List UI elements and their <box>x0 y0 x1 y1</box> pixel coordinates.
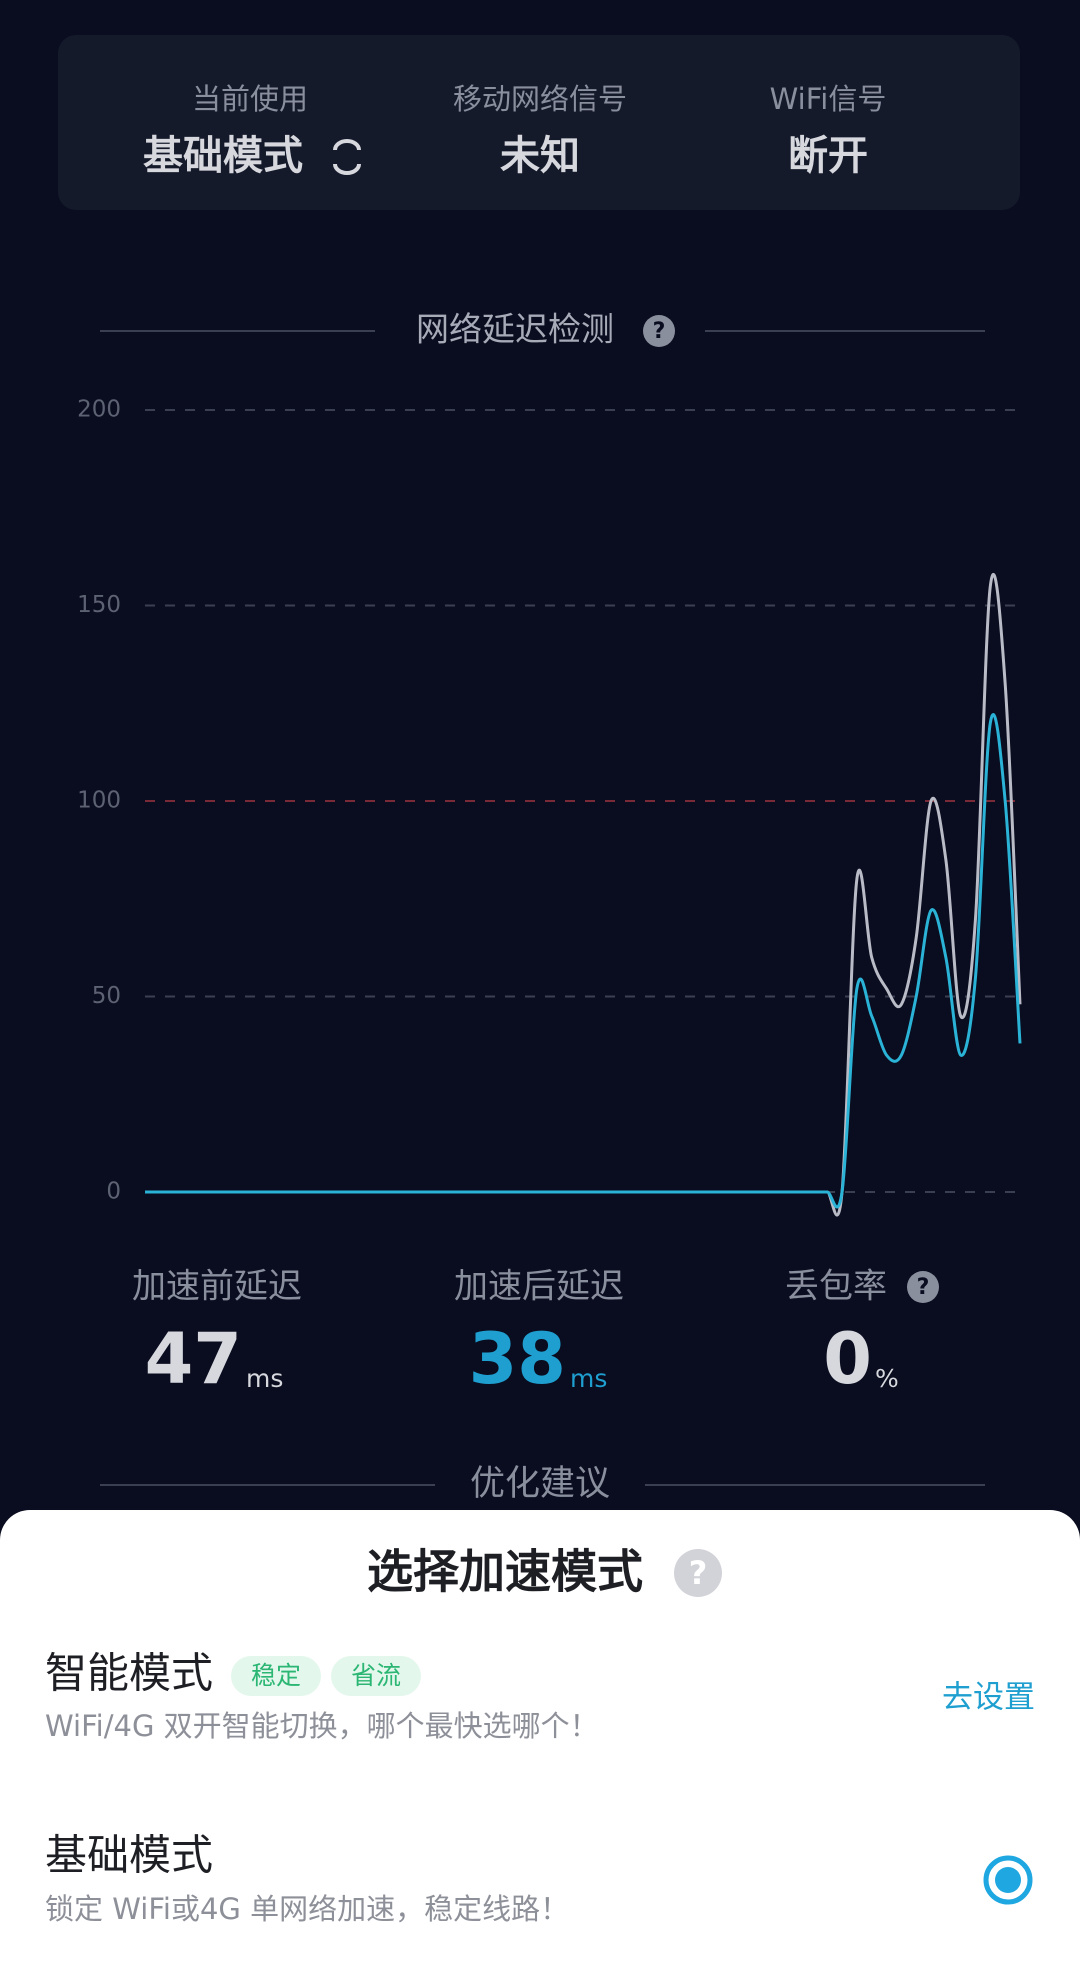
status-value[interactable]: 基础模式 <box>143 133 303 179</box>
help-icon[interactable]: ? <box>643 315 675 347</box>
latency-chart: 0 50 100 150 200 <box>77 397 1022 1217</box>
stat-label: 加速前延迟 <box>132 1267 302 1307</box>
status-card <box>58 35 1020 210</box>
help-icon[interactable]: ? <box>907 1271 939 1303</box>
mode-desc: WiFi/4G 双开智能切换，哪个最快选哪个！ <box>45 1709 599 1743</box>
tag <box>231 1656 321 1696</box>
section-title: 网络延迟检测 <box>416 310 614 349</box>
stat-unit: ms <box>570 1364 607 1393</box>
latency-line <box>144 713 1022 1209</box>
stat-value: 47 <box>145 1318 242 1400</box>
help-icon[interactable]: ? <box>674 1549 722 1597</box>
status-label: 当前使用 <box>192 82 308 116</box>
svg-text:?: ? <box>653 319 666 344</box>
settings-link[interactable]: 去设置 <box>942 1680 1035 1716</box>
bottom-sheet <box>0 1510 1080 1979</box>
stat-value: 38 <box>469 1318 566 1400</box>
tag-text: 稳定 <box>251 1661 301 1690</box>
tag-text: 省流 <box>351 1661 401 1690</box>
mode-desc: 锁定 WiFi或4G 单网络加速，稳定线路！ <box>45 1892 569 1926</box>
mode-name[interactable]: 智能模式 <box>45 1649 213 1698</box>
section-title: 优化建议 <box>470 1464 610 1504</box>
status-label: 移动网络信号 <box>453 82 627 116</box>
y-tick-label: 200 <box>77 397 121 423</box>
stat-unit: ms <box>246 1364 283 1393</box>
y-tick-label: 150 <box>77 592 121 618</box>
sheet-title: 选择加速模式 <box>367 1545 643 1599</box>
refresh-icon[interactable] <box>333 139 361 175</box>
status-value: 断开 <box>788 133 868 179</box>
tag <box>331 1656 421 1696</box>
y-tick-label: 0 <box>106 1179 121 1205</box>
stat-label: 加速后延迟 <box>454 1267 624 1307</box>
y-tick-label: 100 <box>77 788 121 814</box>
mode-name[interactable]: 基础模式 <box>45 1831 213 1880</box>
status-label: WiFi信号 <box>770 82 887 116</box>
stat-unit: % <box>875 1364 899 1393</box>
y-tick-label: 50 <box>92 983 121 1009</box>
stat-value: 0 <box>823 1318 872 1400</box>
stat-label: 丢包率 <box>785 1267 887 1307</box>
svg-text:?: ? <box>689 1554 708 1592</box>
svg-text:?: ? <box>917 1275 930 1300</box>
radio-selected[interactable] <box>983 1855 1033 1905</box>
status-value: 未知 <box>500 133 580 179</box>
